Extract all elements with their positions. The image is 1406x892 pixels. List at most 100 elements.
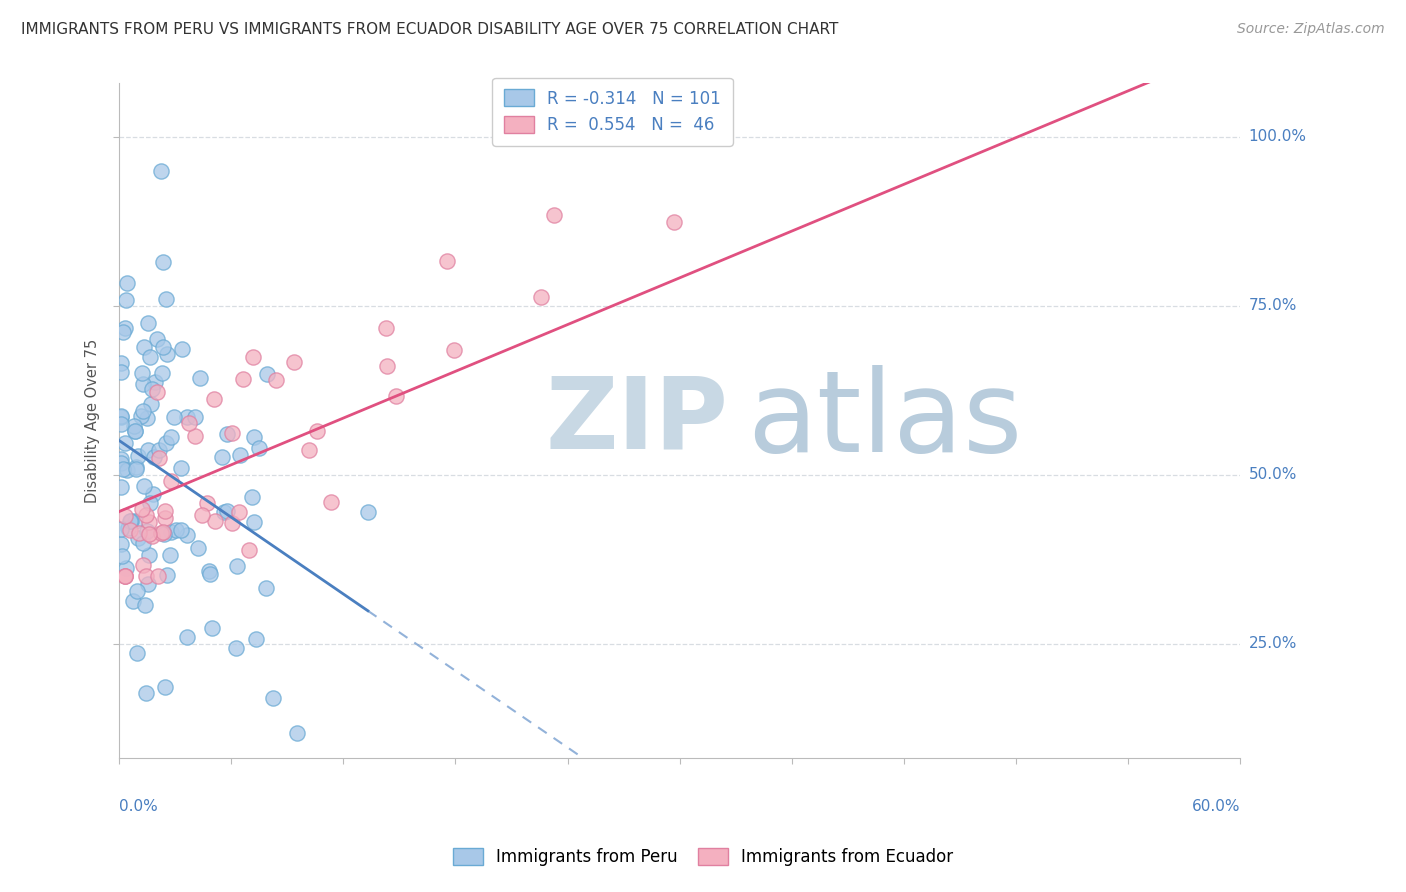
Point [142, 487, 165, 501]
Point [122, 418, 145, 433]
Point [221, 516, 243, 530]
Text: 100.0%: 100.0% [1249, 129, 1306, 145]
Point [143, 375, 166, 389]
Point [110, 417, 132, 431]
Point [226, 558, 249, 573]
Point [148, 450, 170, 465]
Point [131, 502, 153, 516]
Point [138, 526, 160, 541]
Point [150, 367, 173, 381]
Point [321, 495, 343, 509]
Point [146, 384, 169, 399]
Point [138, 548, 160, 562]
Point [357, 505, 380, 519]
Point [152, 341, 174, 355]
Legend: Immigrants from Peru, Immigrants from Ecuador: Immigrants from Peru, Immigrants from Ec… [444, 840, 962, 875]
Point [225, 641, 247, 656]
Point [136, 442, 159, 457]
Point [298, 443, 321, 458]
Point [134, 598, 156, 612]
Point [243, 430, 266, 444]
Point [132, 535, 155, 549]
Point [129, 409, 152, 424]
Point [221, 426, 243, 441]
Point [125, 646, 148, 660]
Point [375, 321, 398, 335]
Point [153, 511, 176, 525]
Point [191, 508, 214, 523]
Point [135, 686, 157, 700]
Point [110, 451, 132, 466]
Point [120, 514, 142, 528]
Point [176, 410, 198, 425]
Point [114, 508, 136, 523]
Point [153, 526, 176, 541]
Point [125, 460, 148, 475]
Point [136, 577, 159, 591]
Point [127, 449, 149, 463]
Point [142, 450, 165, 464]
Point [127, 584, 149, 599]
Point [283, 355, 305, 369]
Point [197, 564, 219, 578]
Point [165, 523, 187, 537]
Point [139, 397, 162, 411]
Point [115, 463, 138, 477]
Point [153, 504, 176, 518]
Point [110, 356, 132, 370]
Point [156, 346, 179, 360]
Point [138, 350, 160, 364]
Text: Source: ZipAtlas.com: Source: ZipAtlas.com [1237, 22, 1385, 37]
Point [190, 370, 212, 384]
Point [266, 373, 288, 387]
Point [110, 365, 132, 379]
Point [152, 525, 174, 540]
Point [124, 515, 146, 529]
Point [240, 490, 263, 504]
Point [120, 524, 142, 538]
Point [135, 524, 157, 538]
Point [662, 215, 685, 229]
Text: atlas: atlas [747, 365, 1022, 476]
Point [375, 359, 398, 374]
Point [135, 569, 157, 583]
Point [148, 569, 170, 583]
Point [138, 516, 160, 530]
Point [136, 316, 159, 330]
Point [169, 524, 191, 538]
Point [530, 289, 553, 303]
Point [385, 388, 408, 402]
Point [110, 409, 132, 423]
Point [110, 480, 132, 494]
Point [114, 436, 136, 450]
Point [152, 255, 174, 269]
Point [111, 325, 134, 339]
Point [132, 403, 155, 417]
Point [184, 428, 207, 442]
Point [159, 549, 181, 563]
Point [110, 456, 132, 470]
Point [170, 342, 193, 356]
Y-axis label: Disability Age Over 75: Disability Age Over 75 [86, 338, 100, 503]
Point [543, 208, 565, 222]
Text: 25.0%: 25.0% [1249, 636, 1296, 651]
Text: 75.0%: 75.0% [1249, 298, 1296, 313]
Point [156, 567, 179, 582]
Point [160, 430, 183, 444]
Text: 60.0%: 60.0% [1192, 799, 1240, 814]
Point [443, 343, 465, 358]
Point [115, 276, 138, 290]
Point [134, 479, 156, 493]
Point [198, 566, 221, 581]
Point [114, 569, 136, 583]
Point [262, 691, 284, 706]
Point [232, 372, 254, 386]
Point [177, 416, 200, 430]
Point [150, 163, 173, 178]
Point [134, 340, 156, 354]
Point [254, 581, 277, 595]
Point [195, 496, 218, 510]
Point [124, 425, 146, 439]
Point [136, 410, 159, 425]
Point [202, 392, 225, 407]
